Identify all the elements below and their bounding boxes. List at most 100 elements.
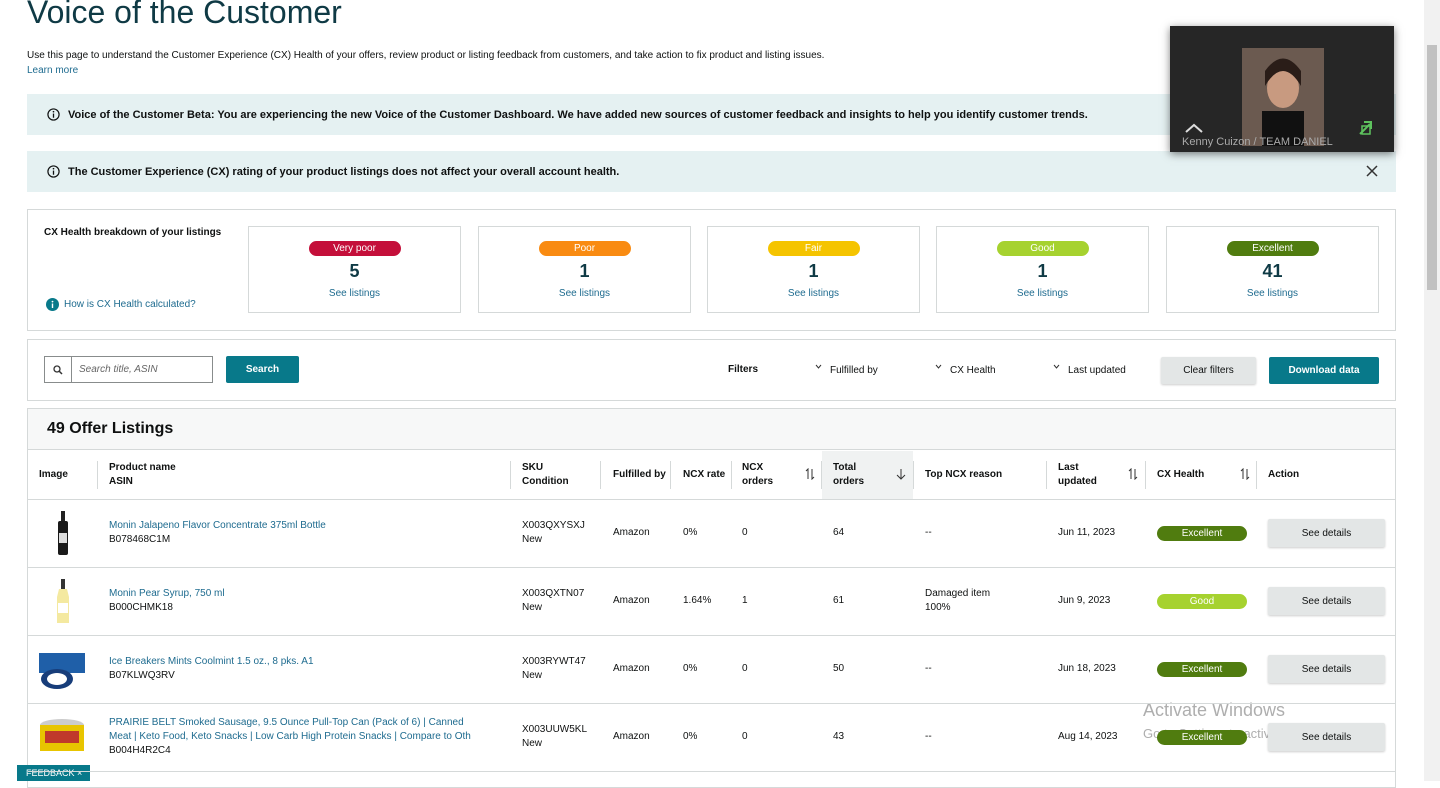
cx-count: 5 [349,261,360,281]
condition: New [522,670,543,681]
ncx-reason: -- [925,527,932,538]
column-header: NCX rate [683,469,726,480]
sku: X003QXYSXJ [522,520,585,531]
total-orders: 61 [833,595,845,606]
product-name[interactable]: Meat | Keto Food, Keto Snacks | Low Carb… [109,731,471,742]
feedback-label: FEEDBACK [26,768,75,778]
cx-count: 1 [579,261,590,281]
row-divider [28,703,1395,704]
dropdown-label: Fulfilled by [830,365,878,376]
filters-label: Filters [728,364,759,375]
column-header: Action [1268,469,1300,480]
cx-health-pill: Good [1157,594,1247,609]
column-separator [510,461,511,489]
product-image [39,715,87,766]
search-button[interactable]: Search [226,356,299,383]
description: Use this page to understand the Customer… [27,50,825,61]
cx-health-box [27,209,1396,331]
column-separator [670,461,671,489]
video-overlay[interactable]: Kenny Cuizon / TEAM DANIEL [1170,26,1394,152]
feedback-tab[interactable]: FEEDBACK × [17,765,90,781]
see-details[interactable]: See details [1268,587,1385,615]
column-header: Top NCX reason [925,469,1003,480]
column-header: Product name [109,462,176,473]
asin: B000CHMK18 [109,602,173,613]
banner-text: The Customer Experience (CX) rating of y… [68,165,620,178]
sort-desc-icon [896,467,906,485]
ncx-rate: 0% [683,663,698,674]
cx-card: Excellent 41 See listings [1166,226,1379,313]
product-name[interactable]: Monin Jalapeno Flavor Concentrate 375ml … [109,520,326,531]
condition: New [522,738,543,749]
sort-icon [805,467,815,485]
filter-dropdown[interactable]: CX Health [935,364,996,378]
see-details[interactable]: See details [1268,723,1385,751]
info-banner: The Customer Experience (CX) rating of y… [27,151,1396,192]
download-button[interactable]: Download data [1269,357,1379,384]
learn-more-link[interactable]: Learn more [27,65,79,76]
column-header: CX Health [1157,469,1205,480]
clear-filters[interactable]: Clear filters [1161,357,1256,384]
column-separator [821,461,822,489]
search-input[interactable]: Search title, ASIN [44,356,213,383]
cx-link[interactable]: See listings [1246,288,1299,299]
column-separator [731,461,732,489]
last-updated: Jun 18, 2023 [1058,663,1116,674]
search-placeholder: Search title, ASIN [79,364,158,375]
column-header: Condition [522,476,569,487]
banner-text: Voice of the Customer Beta: You are expe… [68,108,1088,121]
product-image [53,511,101,562]
table-title-bar [28,409,1395,450]
cx-pill: Poor [538,241,631,256]
beta-banner: Voice of the Customer Beta: You are expe… [27,94,1396,135]
product-name[interactable]: Ice Breakers Mints Coolmint 1.5 oz., 8 p… [109,656,314,667]
total-orders: 50 [833,663,845,674]
column-separator [913,461,914,489]
cx-count: 41 [1262,261,1283,281]
column-header: Last [1058,462,1079,473]
cx-link[interactable]: See listings [787,288,840,299]
ncx-reason: -- [925,731,932,742]
column-header: ASIN [109,476,133,487]
cx-link[interactable]: See listings [558,288,611,299]
row-divider [28,567,1395,568]
help-link[interactable]: How is CX Health calculated? [64,299,196,310]
column-header: Total [833,462,857,473]
column-separator [1046,461,1047,489]
product-name[interactable]: PRAIRIE BELT Smoked Sausage, 9.5 Ounce P… [109,717,464,728]
cx-link[interactable]: See listings [328,288,381,299]
see-details[interactable]: See details [1268,655,1385,683]
product-name[interactable]: Monin Pear Syrup, 750 ml [109,588,225,599]
asin: B07KLWQ3RV [109,670,175,681]
column-header: SKU [522,462,544,473]
close-icon[interactable] [1366,165,1378,177]
cx-health-pill: Excellent [1157,662,1247,677]
total-orders: 43 [833,731,845,742]
ncx-reason: Damaged item [925,588,991,599]
product-image [53,579,101,630]
cx-count: 1 [808,261,819,281]
cx-card: Very poor 5 See listings [248,226,461,313]
cx-pill: Very poor [308,241,401,256]
ncx-reason: 100% [925,602,951,613]
see-details[interactable]: See details [1268,519,1385,547]
filter-dropdown[interactable]: Last updated [1053,364,1126,378]
filter-dropdown[interactable]: Fulfilled by [815,364,878,378]
condition: New [522,534,543,545]
total-orders: 64 [833,527,845,538]
table-title: 49 Offer Listings [47,420,174,437]
column-header: orders [742,476,774,487]
cx-health-pill: Excellent [1157,730,1247,745]
dropdown-label: CX Health [950,365,996,376]
sku: X003RYWT47 [522,656,586,667]
column-separator [600,461,601,489]
header-divider [28,499,1395,500]
column-header: updated [1058,476,1097,487]
sort-icon [1128,467,1138,485]
page-title: Voice of the Customer [27,0,342,30]
column-separator [97,461,98,489]
cx-link[interactable]: See listings [1016,288,1069,299]
condition: New [522,602,543,613]
cx-card: Good 1 See listings [936,226,1149,313]
